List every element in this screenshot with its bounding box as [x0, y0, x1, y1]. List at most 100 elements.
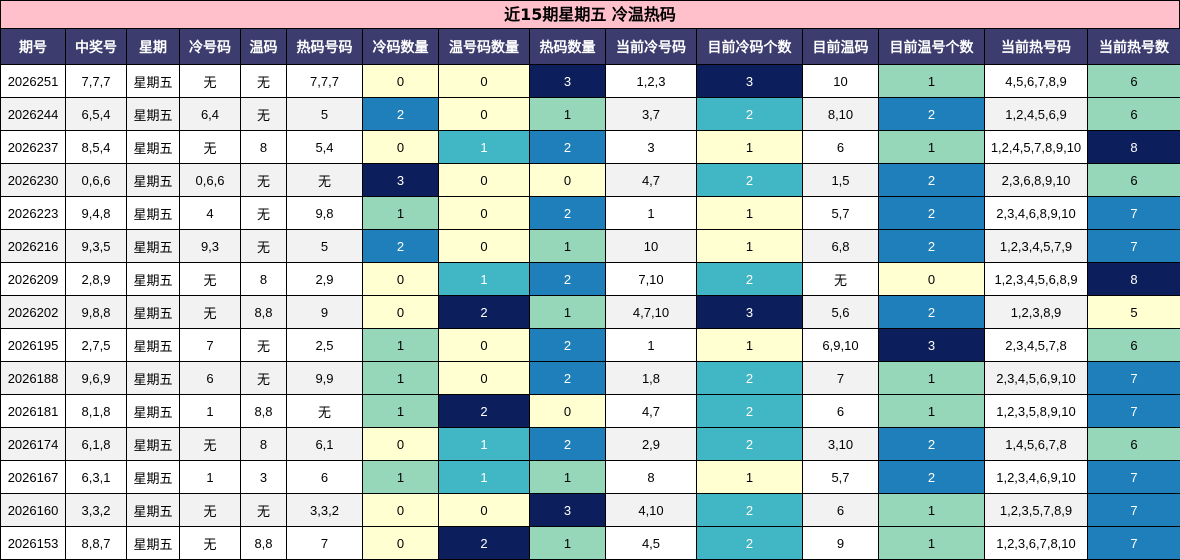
table-cell: 0,6,6 [180, 164, 241, 197]
table-cell: 8,1,8 [66, 395, 127, 428]
table-cell: 0 [363, 527, 439, 560]
table-cell: 6 [1088, 98, 1180, 131]
table-cell: 2 [530, 197, 606, 230]
table-cell: 2 [879, 197, 985, 230]
table-cell: 6,4 [180, 98, 241, 131]
table-cell: 1,2,4,5,6,9 [985, 98, 1088, 131]
header-row: 期号中奖号星期冷号码温码热码号码冷码数量温号码数量热码数量当前冷号码目前冷码个数… [1, 29, 1180, 65]
table-cell: 0 [439, 230, 530, 263]
table-cell: 0 [363, 65, 439, 98]
column-header: 中奖号 [66, 29, 127, 65]
table-cell: 0 [439, 494, 530, 527]
data-table: 期号中奖号星期冷号码温码热码号码冷码数量温号码数量热码数量当前冷号码目前冷码个数… [0, 28, 1180, 560]
column-header: 星期 [127, 29, 180, 65]
table-cell: 1 [697, 131, 803, 164]
table-cell: 1 [879, 494, 985, 527]
table-cell: 无 [241, 164, 287, 197]
table-cell: 6 [180, 362, 241, 395]
table-cell: 无 [180, 65, 241, 98]
table-cell: 2026244 [1, 98, 66, 131]
table-cell: 3,3,2 [287, 494, 363, 527]
table-cell: 1 [530, 296, 606, 329]
table-cell: 2026209 [1, 263, 66, 296]
table-cell: 4,5,6,7,8,9 [985, 65, 1088, 98]
table-cell: 2 [439, 527, 530, 560]
table-cell: 1 [180, 395, 241, 428]
table-cell: 0 [363, 428, 439, 461]
table-cell: 9,6,9 [66, 362, 127, 395]
table-cell: 1 [697, 461, 803, 494]
table-cell: 3,7 [606, 98, 697, 131]
table-cell: 8 [241, 428, 287, 461]
table-cell: 5,4 [287, 131, 363, 164]
column-header: 目前温号个数 [879, 29, 985, 65]
table-cell: 1 [363, 362, 439, 395]
table-cell: 2,5 [287, 329, 363, 362]
table-cell: 2 [879, 461, 985, 494]
table-cell: 星期五 [127, 494, 180, 527]
table-cell: 6 [1088, 329, 1180, 362]
table-cell: 7 [180, 329, 241, 362]
table-cell: 3 [241, 461, 287, 494]
column-header: 当前冷号码 [606, 29, 697, 65]
table-cell: 2 [530, 362, 606, 395]
table-cell: 2 [439, 395, 530, 428]
table-cell: 1,2,3,5,8,9,10 [985, 395, 1088, 428]
table-cell: 7 [803, 362, 879, 395]
table-cell: 1 [606, 197, 697, 230]
table-cell: 7 [1088, 230, 1180, 263]
table-cell: 星期五 [127, 329, 180, 362]
table-cell: 9 [803, 527, 879, 560]
table-cell: 2 [439, 296, 530, 329]
table-cell: 1 [439, 428, 530, 461]
table-cell: 3 [606, 131, 697, 164]
table-cell: 星期五 [127, 296, 180, 329]
table-cell: 2 [697, 362, 803, 395]
table-cell: 星期五 [127, 131, 180, 164]
table-cell: 3,10 [803, 428, 879, 461]
column-header: 目前温码 [803, 29, 879, 65]
table-cell: 0 [363, 494, 439, 527]
table-cell: 1 [363, 197, 439, 230]
column-header: 目前冷码个数 [697, 29, 803, 65]
table-cell: 5 [287, 230, 363, 263]
table-cell: 5,7 [803, 197, 879, 230]
table-cell: 7 [1088, 362, 1180, 395]
table-cell: 2026188 [1, 362, 66, 395]
table-cell: 0,6,6 [66, 164, 127, 197]
table-cell: 2 [530, 131, 606, 164]
table-cell: 9,4,8 [66, 197, 127, 230]
column-header: 期号 [1, 29, 66, 65]
table-cell: 0 [439, 65, 530, 98]
table-cell: 7 [1088, 197, 1180, 230]
table-cell: 2 [697, 428, 803, 461]
table-cell: 7 [1088, 395, 1180, 428]
table-cell: 1,2,3,8,9 [985, 296, 1088, 329]
table-cell: 3 [363, 164, 439, 197]
table-cell: 4,10 [606, 494, 697, 527]
column-header: 冷号码 [180, 29, 241, 65]
table-cell: 2,3,4,5,7,8 [985, 329, 1088, 362]
table-cell: 星期五 [127, 230, 180, 263]
table-cell: 1 [879, 362, 985, 395]
table-cell: 2 [879, 98, 985, 131]
table-cell: 8 [241, 263, 287, 296]
table-cell: 1 [697, 230, 803, 263]
table-cell: 无 [241, 65, 287, 98]
table-cell: 1 [530, 98, 606, 131]
table-cell: 10 [803, 65, 879, 98]
table-cell: 2 [697, 494, 803, 527]
table-cell: 0 [439, 164, 530, 197]
table-cell: 2,3,6,8,9,10 [985, 164, 1088, 197]
table-cell: 3 [697, 296, 803, 329]
table-cell: 无 [241, 98, 287, 131]
table-cell: 6,9,10 [803, 329, 879, 362]
table-cell: 5,7 [803, 461, 879, 494]
table-cell: 9,3,5 [66, 230, 127, 263]
